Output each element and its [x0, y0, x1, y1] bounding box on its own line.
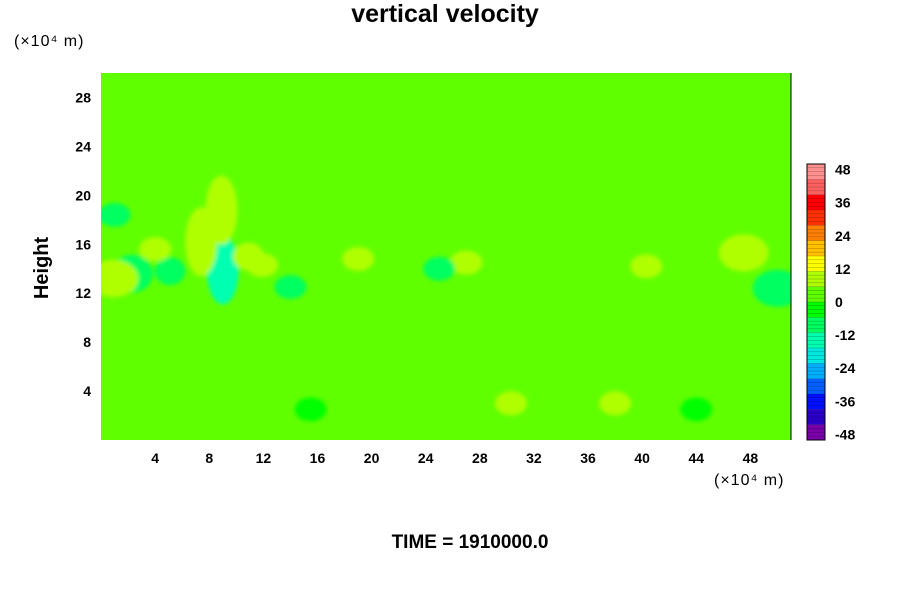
heatmap-feature-6-level-1: [101, 259, 138, 298]
colorbar-tick-label: -36: [835, 393, 855, 409]
colorbar-swatch: [807, 194, 825, 210]
heatmap-feature-15-level-1: [274, 275, 307, 300]
colorbar-swatch: [807, 164, 825, 180]
colorbar-swatch: [807, 409, 825, 425]
time-label: TIME = 1910000.0: [391, 532, 549, 553]
colorbar-swatch: [807, 348, 825, 364]
x-axis-unit: (×10⁴ m): [714, 472, 785, 489]
colorbar-swatch: [807, 378, 825, 394]
heatmap-feature-18-level-1: [294, 397, 327, 422]
heatmap-feature-8-level-1: [246, 253, 278, 278]
colorbar-swatch: [807, 317, 825, 333]
colorbar-tick-label: 48: [835, 162, 851, 178]
colorbar-tick-label: -24: [835, 360, 855, 376]
x-tick-label: 40: [634, 450, 650, 466]
colorbar-tick-label: -12: [835, 327, 855, 343]
heatmap-feature-7-level-1: [139, 237, 172, 262]
x-tick-label: 44: [689, 450, 705, 466]
heatmap-feature-4-level-1: [154, 257, 186, 286]
colorbar-tick-label: 36: [835, 195, 851, 211]
colorbar-swatch: [807, 302, 825, 318]
x-tick-label: 12: [256, 450, 272, 466]
colorbar-tick-label: 0: [835, 294, 843, 310]
heatmap-feature-13-level-1: [752, 269, 791, 307]
colorbar-swatch: [807, 286, 825, 302]
heatmap-feature-11-level-1: [630, 254, 663, 279]
x-tick-label: 48: [743, 450, 759, 466]
y-tick-label: 28: [75, 89, 91, 105]
y-tick-label: 16: [75, 236, 91, 252]
x-tick-label: 36: [580, 450, 596, 466]
colorbar-tick-label: -48: [835, 426, 855, 442]
colorbar-swatch: [807, 210, 825, 226]
heatmap-feature-2-level-1: [185, 207, 218, 277]
y-tick-label: 8: [83, 334, 91, 350]
x-tick-label: 16: [310, 450, 326, 466]
heatmap-feature-21-level-1: [599, 391, 632, 416]
heatmap-feature-16-level-1: [101, 202, 131, 227]
y-tick-label: 24: [75, 138, 91, 154]
x-tick-label: 24: [418, 450, 434, 466]
heatmap-feature-22-level-1: [680, 397, 713, 422]
colorbar-tick-label: 12: [835, 261, 851, 277]
colorbar-frame: [806, 163, 826, 441]
heatmap-feature-12-level-1: [718, 234, 769, 272]
x-axis-ticks: 4 8 12 16 20 24 28 32 36 40 44 48: [151, 450, 758, 466]
colorbar-swatch: [807, 363, 825, 379]
colorbar-swatch: [807, 256, 825, 272]
colorbar-swatch: [807, 424, 825, 440]
x-tick-label: 4: [151, 450, 159, 466]
heatmap-field: [101, 73, 792, 440]
x-tick-label: 32: [526, 450, 542, 466]
heatmap-feature-19-level-1: [389, 391, 422, 416]
heatmap-features: [101, 175, 791, 422]
y-tick-label: 4: [83, 383, 91, 399]
heatmap-feature-17-level-1: [193, 397, 226, 422]
x-tick-label: 20: [364, 450, 380, 466]
heatmap-feature-20-level-1: [494, 391, 527, 416]
colorbar-swatch: [807, 225, 825, 241]
colorbar: -48 -36 -24 -12 0 12 24 36 48: [806, 162, 855, 442]
y-tick-label: 12: [75, 285, 91, 301]
colorbar-swatch: [807, 332, 825, 348]
colorbar-swatch: [807, 179, 825, 195]
x-tick-label: 8: [205, 450, 213, 466]
chart-title: vertical velocity: [351, 0, 539, 28]
heatmap-feature-10-level-1: [450, 250, 483, 275]
y-tick-label: 20: [75, 187, 91, 203]
colorbar-swatch: [807, 240, 825, 256]
colorbar-swatch: [807, 394, 825, 410]
heatmap-feature-9-level-1: [342, 246, 375, 271]
x-tick-label: 28: [472, 450, 488, 466]
colorbar-tick-label: 24: [835, 228, 851, 244]
y-axis-unit: (×10⁴ m): [14, 33, 85, 50]
heatmap-feature-14-level-1: [423, 256, 456, 281]
colorbar-swatch: [807, 271, 825, 287]
y-axis-ticks: 4 8 12 16 20 24 28: [75, 89, 91, 399]
